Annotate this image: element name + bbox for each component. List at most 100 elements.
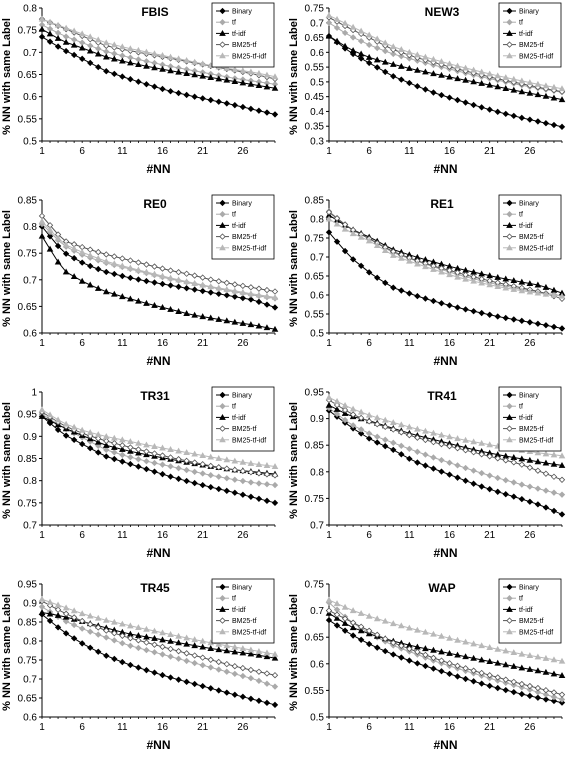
legend-label: tf [232, 20, 236, 27]
data-point [159, 65, 166, 72]
data-point [381, 617, 389, 624]
data-point [325, 596, 333, 603]
y-tick-label: 0.95 [18, 410, 38, 421]
data-point [454, 445, 461, 452]
data-point [231, 101, 238, 109]
data-point [430, 630, 437, 637]
data-point [526, 692, 534, 700]
data-point [78, 248, 86, 255]
series-bm25-tf [325, 396, 566, 483]
legend-marker [506, 211, 513, 218]
data-point [446, 73, 453, 80]
data-point [446, 433, 453, 440]
x-tick-label: 26 [524, 722, 536, 733]
data-point [79, 259, 86, 266]
data-point [95, 45, 102, 52]
data-point [199, 682, 206, 690]
legend: Binary tf tf-idf BM25-tf BM25-tf-idf [498, 386, 562, 452]
data-point [382, 635, 389, 643]
data-point [470, 667, 477, 674]
data-point [526, 288, 534, 295]
data-point [366, 430, 373, 437]
legend-label: BM25-tf-idf [232, 629, 266, 636]
data-point [470, 277, 477, 284]
data-point [255, 291, 263, 298]
data-point [534, 653, 542, 660]
data-point [542, 322, 550, 329]
data-point [414, 434, 421, 441]
data-point [550, 670, 558, 677]
data-point [183, 57, 190, 63]
data-point [271, 701, 279, 709]
legend-entry: tf [503, 19, 523, 27]
data-point [534, 667, 542, 674]
data-point [110, 41, 118, 48]
data-point [558, 491, 566, 498]
data-point [454, 273, 461, 280]
data-point [406, 455, 413, 462]
data-point [470, 449, 477, 456]
legend-entry: Binary [503, 583, 539, 592]
data-point [462, 447, 469, 454]
data-point [349, 422, 357, 429]
data-point [446, 670, 453, 678]
data-point [462, 436, 469, 443]
data-point [462, 665, 469, 672]
x-tick-label: 26 [524, 146, 536, 157]
data-point [167, 454, 174, 461]
x-tick-label: 6 [79, 530, 85, 541]
data-point [438, 58, 445, 65]
series-bm25-tf-idf [38, 15, 279, 80]
x-tick-label: 1 [39, 146, 45, 157]
data-point [263, 71, 271, 78]
data-point [365, 31, 373, 38]
data-point [183, 640, 190, 647]
data-point [175, 283, 182, 290]
legend-label: tf [232, 404, 236, 411]
data-point [70, 423, 78, 430]
data-point [191, 652, 198, 659]
data-point [558, 462, 566, 468]
data-point [374, 274, 381, 281]
data-point [239, 282, 247, 290]
data-point [526, 280, 534, 287]
data-point [526, 456, 534, 463]
x-tick-label: 6 [79, 146, 85, 157]
data-point [390, 50, 397, 58]
data-point [62, 610, 70, 617]
data-point [510, 75, 518, 82]
data-point [207, 96, 214, 104]
y-tick-label: 0.7 [23, 675, 37, 686]
data-point [518, 690, 525, 698]
data-point [542, 504, 550, 511]
data-point [414, 648, 421, 656]
x-tick-label: 11 [404, 722, 415, 733]
y-axis-label: % NN with same Label [288, 594, 300, 711]
legend-label: tf-idf [519, 31, 533, 38]
data-point [494, 488, 501, 495]
data-point [46, 226, 54, 233]
data-point [151, 64, 158, 71]
data-point [454, 636, 461, 643]
data-point [406, 55, 413, 62]
data-point [103, 268, 110, 276]
data-point [215, 454, 223, 461]
data-point [215, 658, 222, 666]
data-point [199, 461, 206, 468]
y-tick-label: 0.85 [18, 196, 38, 207]
x-tick-label: 21 [197, 146, 209, 157]
data-point [534, 118, 542, 125]
data-point [70, 614, 78, 621]
data-point [526, 116, 534, 123]
data-point [470, 438, 477, 445]
data-point [191, 272, 198, 279]
data-point [486, 644, 494, 650]
data-point [38, 609, 46, 616]
data-point [70, 41, 78, 48]
data-point [119, 658, 126, 666]
data-point [357, 27, 365, 34]
data-point [510, 86, 518, 93]
data-point [470, 480, 477, 487]
legend-label: BM25-tf-idf [519, 437, 553, 444]
